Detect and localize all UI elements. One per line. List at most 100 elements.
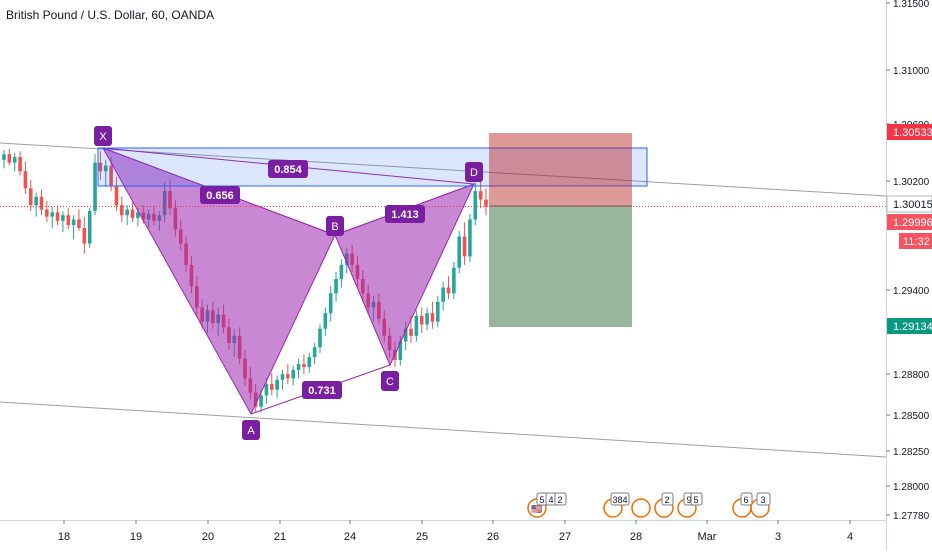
economic-events[interactable]: 🇺🇸 5 4 2 384 2 9 5 [527, 492, 771, 518]
candle-body [55, 212, 60, 221]
stop-loss-zone[interactable] [489, 133, 632, 206]
candle-body [34, 196, 38, 206]
point-a-label: A [242, 420, 260, 440]
svg-text:X: X [99, 131, 107, 143]
countdown-tag: 11:32 [899, 233, 932, 249]
candle-body [98, 162, 103, 172]
svg-text:9: 9 [686, 495, 691, 505]
candle-body [307, 357, 312, 368]
time-tick-label: 26 [487, 531, 499, 543]
time-tick-label: 20 [202, 531, 214, 543]
svg-text:2: 2 [557, 495, 562, 505]
candle-body [414, 315, 419, 336]
candle-body [296, 364, 301, 370]
candle-body [457, 236, 462, 268]
candle-body [468, 219, 472, 257]
price-tick-label: 1.28250 [893, 447, 930, 458]
lower-trendline[interactable] [0, 401, 887, 458]
ratio-text-1413: 1.413 [391, 209, 419, 221]
candle-body [452, 267, 456, 294]
candle-body [18, 157, 22, 172]
svg-text:5: 5 [539, 495, 544, 505]
candle-body [109, 165, 113, 186]
candle-body [473, 191, 478, 220]
point-c-label: C [381, 371, 399, 391]
candle-body [77, 219, 81, 228]
event-group-3[interactable]: 6 3 [732, 492, 771, 518]
svg-text:C: C [386, 376, 394, 388]
candle-body [275, 379, 279, 390]
candle-body [291, 369, 295, 379]
candle-body [484, 199, 488, 207]
price-tick-label: 1.27780 [893, 511, 930, 522]
candle-body [318, 328, 322, 348]
candle-body [71, 219, 76, 226]
svg-text:1.30533: 1.30533 [893, 127, 932, 139]
candle-body [478, 191, 483, 200]
price-tick-label: 1.28500 [893, 411, 930, 422]
candle-body [136, 212, 140, 219]
ratio-text-0854: 0.854 [274, 164, 302, 176]
target-price-tag: 1.29134 [887, 318, 932, 334]
svg-text:1.29996: 1.29996 [893, 217, 932, 229]
candle-body [28, 188, 33, 206]
time-tick-label: Mar [698, 531, 717, 543]
candle-body [446, 287, 451, 294]
candle-body [39, 196, 44, 210]
take-profit-zone[interactable] [489, 206, 632, 327]
candle-body [339, 264, 344, 280]
price-tick-label: 1.29400 [893, 286, 930, 297]
svg-text:1.29134: 1.29134 [893, 321, 932, 333]
time-axis[interactable]: 18 19 20 21 24 25 26 27 28 Mar 3 4 [58, 520, 853, 543]
time-tick-label: 21 [274, 531, 286, 543]
point-x-label: X [94, 126, 112, 146]
time-tick-label: 3 [775, 531, 781, 543]
svg-text:5: 5 [693, 495, 698, 505]
last-price-tag: 1.29996 [887, 214, 932, 230]
harmonic-pattern[interactable] [101, 147, 475, 416]
candle-body [286, 374, 290, 379]
svg-text:4: 4 [548, 495, 553, 505]
time-tick-label: 19 [130, 531, 142, 543]
time-tick-label: 4 [847, 531, 853, 543]
candle-body [103, 165, 108, 172]
candle-body [264, 384, 269, 396]
candle-body [82, 227, 87, 244]
candle-body [280, 374, 285, 380]
prz-box[interactable] [97, 147, 648, 187]
price-tick-label: 1.31000 [893, 66, 930, 77]
svg-text:🇺🇸: 🇺🇸 [531, 504, 542, 514]
ratio-label-0731: 0.731 [302, 381, 342, 399]
candle-body [87, 210, 92, 244]
candle-body [114, 185, 119, 206]
candle-body [259, 395, 263, 407]
candle-body [45, 209, 49, 217]
ratio-label-0854: 0.854 [268, 160, 308, 178]
svg-text:A: A [247, 425, 255, 437]
price-tick-label: 1.31500 [893, 0, 930, 10]
candle-body [403, 328, 408, 342]
candle-body [328, 293, 333, 314]
candle-body [50, 212, 54, 217]
candle-body [125, 209, 129, 216]
candle-body [425, 313, 429, 325]
price-tick-label: 1.28000 [893, 482, 930, 493]
candle-body [334, 279, 338, 294]
event-group-2[interactable]: 384 2 9 5 [603, 492, 703, 518]
candle-body [269, 384, 274, 390]
candle-body [61, 215, 65, 221]
event-group-1[interactable]: 🇺🇸 5 4 2 [527, 492, 567, 518]
time-tick-label: 24 [344, 531, 356, 543]
ratio-text-0656: 0.656 [206, 190, 234, 202]
svg-text:6: 6 [743, 495, 748, 505]
ratio-label-1413: 1.413 [385, 205, 425, 223]
candle-body [312, 347, 317, 358]
candle-body [323, 313, 328, 329]
price-tick-label: 1.30200 [893, 177, 930, 188]
time-tick-label: 25 [416, 531, 428, 543]
point-b-label: B [326, 216, 344, 236]
time-tick-label: 28 [630, 531, 642, 543]
ratio-label-0656: 0.656 [200, 186, 240, 204]
svg-text:2: 2 [664, 495, 669, 505]
